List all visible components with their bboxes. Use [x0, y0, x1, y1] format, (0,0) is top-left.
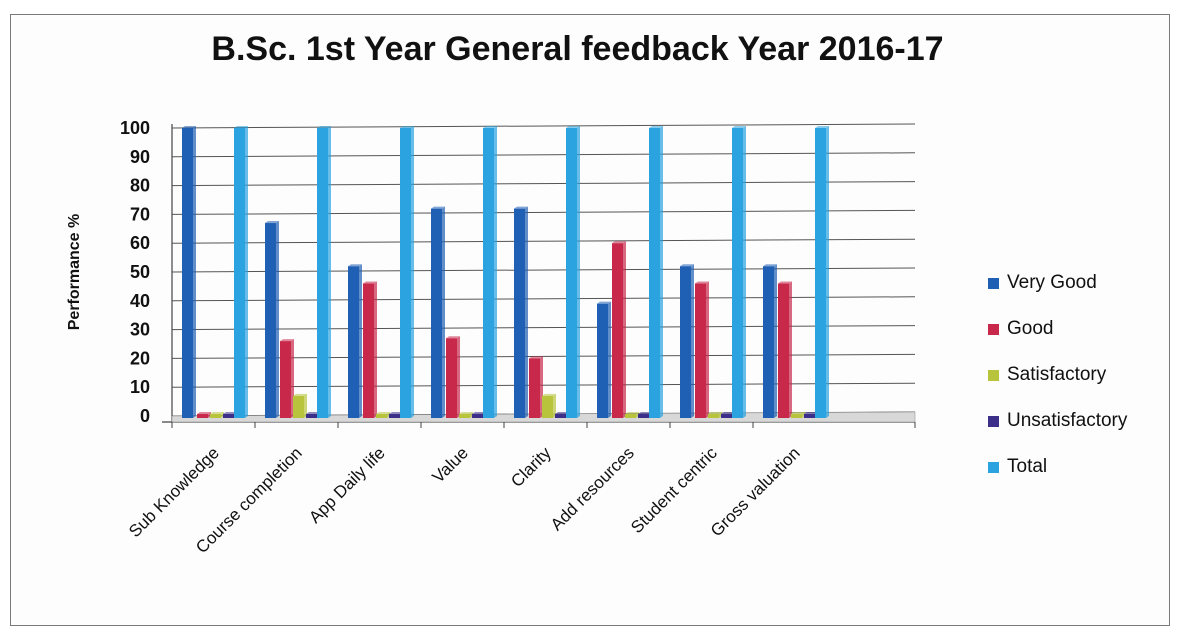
bar-satisfactory	[791, 412, 805, 418]
gridline	[171, 152, 916, 158]
x-category-label: Value	[429, 443, 472, 486]
bar-satisfactory	[625, 412, 639, 418]
legend-label: Unsatisfactory	[1007, 410, 1128, 431]
bar-total	[815, 126, 829, 418]
legend-swatch	[988, 323, 999, 335]
bar-very-good	[514, 206, 528, 418]
bar-very-good	[348, 264, 362, 418]
gridline	[171, 123, 916, 129]
y-tick-label: 100	[120, 118, 150, 138]
legend-swatch	[988, 461, 999, 473]
bar-layer	[182, 126, 829, 418]
bar-total	[317, 126, 331, 418]
y-tick-label: 90	[130, 147, 150, 167]
y-tick-label: 40	[130, 291, 150, 311]
y-tick-label: 0	[140, 406, 150, 426]
legend-swatch	[988, 369, 999, 381]
gridline	[171, 209, 916, 215]
x-category-label: Gross valuation	[707, 443, 804, 540]
legend-label: Satisfactory	[1007, 364, 1107, 385]
y-tick-label: 50	[130, 262, 150, 282]
bar-good	[612, 241, 626, 418]
y-tick-label: 20	[130, 348, 150, 368]
x-category-label: App Daily life	[305, 443, 389, 527]
bar-total	[234, 126, 248, 418]
bar-total	[732, 126, 746, 418]
legend-label: Good	[1007, 318, 1054, 339]
bar-total	[649, 126, 663, 418]
legend-item: Total	[988, 444, 1127, 490]
gridline	[171, 181, 916, 187]
y-tick-label: 30	[130, 320, 150, 340]
bar-satisfactory	[376, 412, 390, 418]
gridline	[171, 267, 916, 273]
gridline	[171, 296, 916, 302]
bar-satisfactory	[708, 412, 722, 418]
bar-good	[529, 356, 543, 418]
bar-good	[778, 281, 792, 418]
legend: Very Good Good Satisfactory Unsatisfactory T…	[988, 260, 1127, 490]
bar-total	[400, 126, 414, 418]
bar-satisfactory	[459, 412, 473, 418]
legend-label: Total	[1007, 456, 1048, 477]
y-tick-label: 80	[130, 176, 150, 196]
legend-item: Good	[988, 306, 1127, 352]
bar-very-good	[763, 264, 777, 418]
bar-good	[695, 281, 709, 418]
legend-item: Unsatisfactory	[988, 398, 1127, 444]
chart-title: B.Sc. 1st Year General feedback Year 201…	[211, 30, 944, 68]
x-category-label: Clarity	[507, 443, 555, 491]
bar-very-good	[182, 126, 196, 418]
gridline	[171, 238, 916, 244]
x-category-label: Add resources	[547, 443, 638, 534]
bar-good	[280, 339, 294, 418]
y-tick-label: 60	[130, 233, 150, 253]
bar-satisfactory	[293, 393, 307, 418]
legend-swatch	[988, 277, 999, 289]
y-tick-label: 10	[130, 377, 150, 397]
y-tick-label: 70	[130, 204, 150, 224]
bar-total	[566, 126, 580, 418]
bar-very-good	[431, 206, 445, 418]
bar-satisfactory	[210, 412, 224, 418]
bar-total	[483, 126, 497, 418]
gridline	[171, 325, 916, 331]
bar-good	[363, 281, 377, 418]
legend-item: Very Good	[988, 260, 1127, 306]
bar-satisfactory	[542, 393, 556, 418]
bar-very-good	[680, 264, 694, 418]
y-axis-label: Performance %	[66, 214, 83, 331]
legend-item: Satisfactory	[988, 352, 1127, 398]
chart-frame	[10, 14, 1170, 626]
legend-swatch	[988, 415, 999, 427]
x-category-label: Student centric	[627, 443, 721, 537]
legend-label: Very Good	[1007, 272, 1097, 293]
bar-good	[446, 336, 460, 418]
bar-very-good	[597, 301, 611, 418]
bar-good	[197, 412, 211, 418]
bar-very-good	[265, 221, 279, 418]
